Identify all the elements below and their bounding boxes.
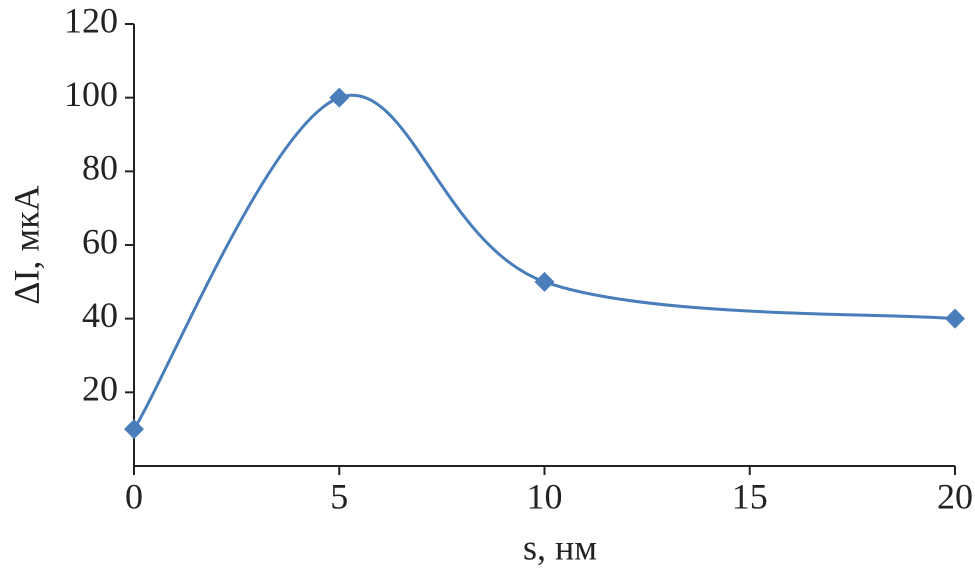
y-axis-label: ΔI, мкА	[6, 185, 46, 304]
y-tick-label: 60	[82, 221, 118, 261]
line	[132, 93, 956, 430]
x-axis-label: s, нм	[523, 527, 597, 567]
y-tick-label: 20	[82, 369, 118, 409]
x-tick-label: 15	[732, 476, 768, 516]
y-tick-label: 80	[82, 148, 118, 188]
y-tick-label: 120	[64, 0, 118, 40]
y-tick-label: 40	[82, 295, 118, 335]
x-tick-label: 10	[527, 476, 563, 516]
x-tick-label: 0	[125, 476, 143, 516]
marker	[945, 308, 965, 329]
x-tick-label: 20	[937, 476, 973, 516]
marker	[329, 87, 350, 108]
y-tick-label: 100	[64, 74, 118, 114]
marker	[124, 419, 144, 440]
x-tick-label: 5	[330, 476, 348, 516]
marker	[534, 271, 555, 292]
